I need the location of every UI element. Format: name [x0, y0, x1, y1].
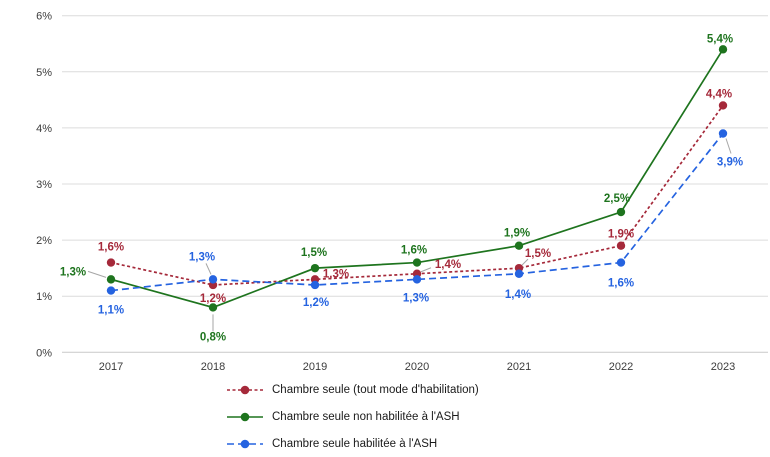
data-label-2020-series-0: 1,4% — [435, 259, 461, 271]
data-label-2017-series-0: 1,6% — [98, 242, 124, 254]
y-tick-label: 3% — [36, 179, 52, 191]
data-point-2020-series-1 — [412, 258, 422, 267]
data-point-2018-series-2 — [208, 275, 218, 284]
legend-dot — [240, 439, 250, 449]
series-line-2 — [110, 132, 724, 292]
legend-dot — [240, 385, 250, 395]
data-label-2021-series-2: 1,4% — [505, 289, 531, 301]
data-label-2019-series-0: 1,3% — [323, 268, 349, 280]
series-line-1 — [110, 48, 724, 309]
data-label-2019-series-2: 1,2% — [303, 297, 329, 309]
legend-label: Chambre seule (tout mode d'habilitation) — [272, 384, 479, 396]
legend-marker-red-dashed-icon — [227, 385, 263, 395]
data-point-2021-series-2 — [514, 269, 524, 278]
data-label-2018-series-0: 1,2% — [200, 293, 226, 305]
x-tick-label-2020: 2020 — [405, 361, 429, 373]
x-tick-label-2021: 2021 — [507, 361, 531, 373]
y-tick-label: 5% — [36, 67, 52, 79]
y-tick-label: 6% — [36, 11, 52, 23]
legend-label: Chambre seule non habilitée à l'ASH — [272, 411, 460, 423]
data-label-2022-series-1: 2,5% — [604, 193, 630, 205]
data-point-2022-series-0 — [616, 241, 626, 250]
data-label-2023-series-0: 4,4% — [706, 88, 732, 100]
data-label-2017-series-1: 1,3% — [60, 266, 86, 278]
plot-area: 0% 1% 2% 3% 4% 5% 6% 2017 2018 2019 2020 2021 2022 20… — [36, 11, 768, 373]
y-tick-label: 4% — [36, 123, 52, 135]
chart-legend: Chambre seule (tout mode d'habilitation)… — [226, 381, 479, 453]
legend-item-chambre-seule-habilitee: Chambre seule habilitée à l'ASH — [226, 435, 479, 453]
x-tick-label-2017: 2017 — [99, 361, 123, 373]
data-label-2020-series-2: 1,3% — [403, 292, 429, 304]
legend-item-chambre-seule-tout-mode: Chambre seule (tout mode d'habilitation) — [226, 381, 479, 399]
legend-marker-blue-dashed-icon — [227, 439, 263, 449]
data-label-2018-series-1: 0,8% — [200, 331, 226, 343]
x-tick-label-2022: 2022 — [609, 361, 633, 373]
data-label-2021-series-1: 1,9% — [504, 228, 530, 240]
x-tick-label-2018: 2018 — [201, 361, 225, 373]
data-label-2021-series-0: 1,5% — [525, 248, 551, 260]
data-point-2017-series-0 — [106, 258, 116, 267]
data-point-2022-series-2 — [616, 258, 626, 267]
data-point-2021-series-1 — [514, 241, 524, 250]
legend-dot — [240, 412, 250, 422]
label-leader-line — [725, 138, 732, 154]
data-label-2022-series-2: 1,6% — [608, 278, 634, 290]
data-label-2023-series-1: 5,4% — [707, 33, 733, 45]
data-label-2022-series-0: 1,9% — [608, 229, 634, 241]
data-label-2019-series-1: 1,5% — [301, 247, 327, 259]
data-point-2023-series-2 — [718, 129, 728, 138]
data-point-2017-series-2 — [106, 286, 116, 295]
data-label-2023-series-2: 3,9% — [717, 157, 743, 169]
y-tick-label: 1% — [36, 291, 52, 303]
label-leader-line — [521, 258, 529, 266]
data-point-2019-series-1 — [310, 263, 320, 273]
x-tick-label-2023: 2023 — [711, 361, 735, 373]
data-point-2022-series-1 — [616, 207, 626, 217]
data-point-2019-series-2 — [310, 280, 320, 290]
y-tick-label: 0% — [36, 347, 52, 359]
data-point-2018-series-1 — [208, 303, 218, 312]
label-leader-line — [205, 263, 212, 275]
data-point-2017-series-1 — [106, 275, 116, 284]
data-point-2023-series-1 — [718, 45, 728, 54]
data-point-2023-series-0 — [718, 101, 728, 110]
label-leader-line — [87, 270, 107, 278]
legend-item-chambre-seule-non-habilitee: Chambre seule non habilitée à l'ASH — [226, 408, 479, 426]
legend-label: Chambre seule habilitée à l'ASH — [272, 438, 438, 450]
data-label-2020-series-1: 1,6% — [401, 245, 427, 257]
legend-marker-green-solid-icon — [227, 412, 263, 422]
data-label-2017-series-2: 1,1% — [98, 305, 124, 317]
y-tick-label: 2% — [36, 235, 52, 247]
x-tick-label-2019: 2019 — [303, 361, 327, 373]
data-point-2020-series-2 — [412, 275, 422, 284]
label-leader-line — [420, 267, 432, 273]
data-label-2018-series-2: 1,3% — [189, 251, 215, 263]
